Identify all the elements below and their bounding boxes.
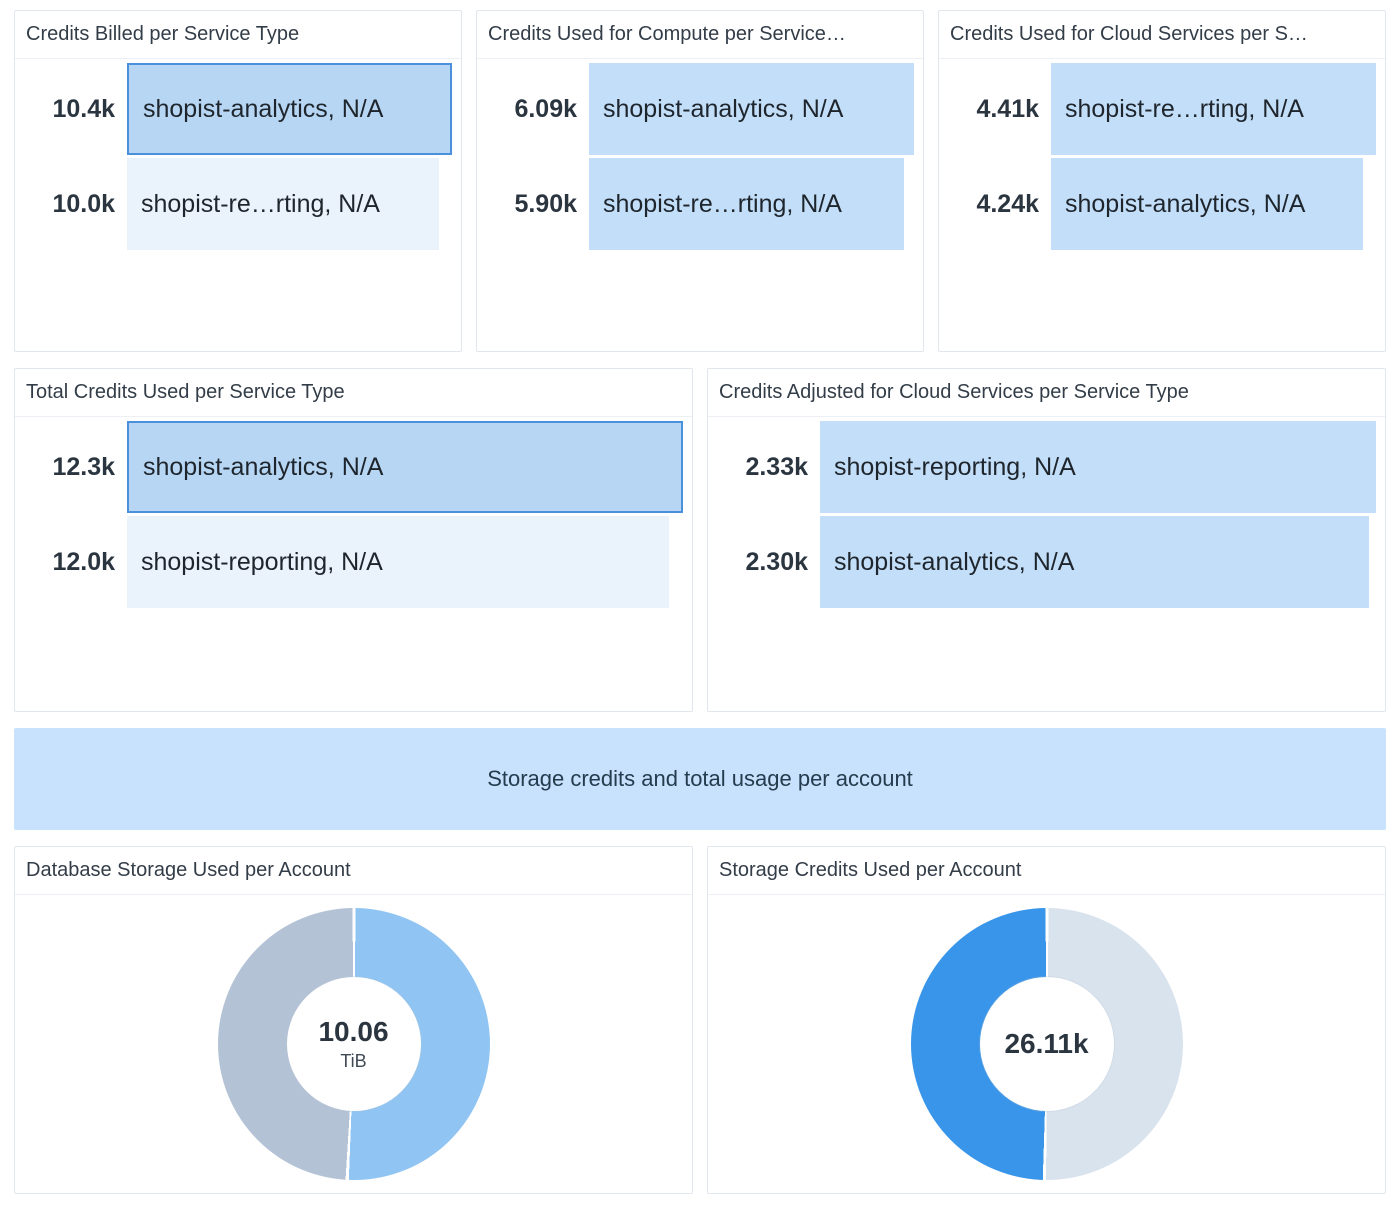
widget-title: Storage Credits Used per Account (708, 847, 1385, 895)
panel-storage-credits: Storage Credits Used per Account 26.11k (707, 846, 1386, 1194)
bar-row: 12.0k shopist-reporting, N/A (15, 516, 683, 608)
bar-value-label: 12.0k (52, 547, 115, 576)
bar[interactable]: shopist-analytics, N/A (1051, 158, 1364, 250)
bar-track: shopist-analytics, N/A (589, 63, 914, 155)
bar-category-label: shopist-reporting, N/A (834, 452, 1076, 481)
bar-row: 12.3k shopist-analytics, N/A (15, 421, 683, 513)
row-service-type-mid: Total Credits Used per Service Type 12.3… (14, 368, 1386, 712)
bar-value-label: 4.41k (976, 94, 1039, 123)
bar[interactable]: shopist-analytics, N/A (127, 421, 683, 513)
bar-category-label: shopist-re…rting, N/A (1065, 94, 1304, 123)
widget-title: Credits Adjusted for Cloud Services per … (708, 369, 1385, 417)
donut-center-value: 10.06 (318, 1016, 389, 1048)
panel-credits-adjusted: Credits Adjusted for Cloud Services per … (707, 368, 1386, 712)
bar-list: 6.09k shopist-analytics, N/A 5.90k shopi… (477, 59, 923, 351)
note-banner-text: Storage credits and total usage per acco… (487, 766, 913, 791)
bar-track: shopist-analytics, N/A (127, 421, 683, 513)
bar-category-label: shopist-analytics, N/A (834, 547, 1075, 576)
donut-chart[interactable]: 10.06 TiB (217, 908, 490, 1180)
donut-area: 10.06 TiB (15, 895, 692, 1193)
bar-row: 10.4k shopist-analytics, N/A (15, 63, 452, 155)
widget-title: Credits Used for Compute per Service… (477, 11, 923, 59)
donut-hole: 10.06 TiB (286, 977, 421, 1111)
row-service-type-top: Credits Billed per Service Type 10.4k sh… (14, 10, 1386, 352)
bar-row: 6.09k shopist-analytics, N/A (477, 63, 914, 155)
bar-value-label: 6.09k (514, 94, 577, 123)
bar-category-label: shopist-analytics, N/A (1065, 189, 1306, 218)
bar-track: shopist-reporting, N/A (820, 421, 1376, 513)
panel-credits-billed: Credits Billed per Service Type 10.4k sh… (14, 10, 462, 352)
bar-list: 10.4k shopist-analytics, N/A 10.0k shopi… (15, 59, 461, 351)
bar-category-label: shopist-re…rting, N/A (603, 189, 842, 218)
bar-list: 2.33k shopist-reporting, N/A 2.30k shopi… (708, 417, 1385, 711)
note-banner: Storage credits and total usage per acco… (14, 728, 1386, 830)
row-storage-donuts: Database Storage Used per Account 10.06 … (14, 846, 1386, 1194)
donut-area: 26.11k (708, 895, 1385, 1193)
bar-track: shopist-re…rting, N/A (1051, 63, 1376, 155)
bar-row: 4.41k shopist-re…rting, N/A (939, 63, 1376, 155)
bar-value-label: 5.90k (514, 189, 577, 218)
bar-value-label: 10.4k (52, 94, 115, 123)
bar-value-label: 10.0k (52, 189, 115, 218)
donut-hole: 26.11k (979, 977, 1114, 1111)
widget-title: Credits Used for Cloud Services per S… (939, 11, 1385, 59)
bar-track: shopist-analytics, N/A (820, 516, 1376, 608)
widget-title: Total Credits Used per Service Type (15, 369, 692, 417)
donut-chart[interactable]: 26.11k (910, 908, 1183, 1180)
bar-value-label: 4.24k (976, 189, 1039, 218)
bar[interactable]: shopist-analytics, N/A (127, 63, 452, 155)
panel-credits-compute: Credits Used for Compute per Service… 6.… (476, 10, 924, 352)
bar-category-label: shopist-re…rting, N/A (141, 189, 380, 218)
bar-category-label: shopist-analytics, N/A (603, 94, 844, 123)
bar-category-label: shopist-reporting, N/A (141, 547, 383, 576)
bar-value-label: 12.3k (52, 452, 115, 481)
bar[interactable]: shopist-re…rting, N/A (589, 158, 904, 250)
bar-list: 12.3k shopist-analytics, N/A 12.0k shopi… (15, 417, 692, 711)
bar-track: shopist-analytics, N/A (1051, 158, 1376, 250)
donut-center-unit: TiB (340, 1050, 367, 1071)
bar[interactable]: shopist-re…rting, N/A (1051, 63, 1376, 155)
bar-track: shopist-re…rting, N/A (589, 158, 914, 250)
bar[interactable]: shopist-reporting, N/A (820, 421, 1376, 513)
bar-track: shopist-analytics, N/A (127, 63, 452, 155)
bar-track: shopist-re…rting, N/A (127, 158, 452, 250)
bar-row: 4.24k shopist-analytics, N/A (939, 158, 1376, 250)
donut-center-value: 26.11k (1004, 1027, 1089, 1059)
panel-total-credits: Total Credits Used per Service Type 12.3… (14, 368, 693, 712)
bar[interactable]: shopist-re…rting, N/A (127, 158, 440, 250)
bar-category-label: shopist-analytics, N/A (143, 452, 384, 481)
bar-row: 2.30k shopist-analytics, N/A (708, 516, 1376, 608)
bar-row: 10.0k shopist-re…rting, N/A (15, 158, 452, 250)
bar[interactable]: shopist-analytics, N/A (589, 63, 914, 155)
bar-track: shopist-reporting, N/A (127, 516, 683, 608)
bar[interactable]: shopist-analytics, N/A (820, 516, 1369, 608)
bar-row: 2.33k shopist-reporting, N/A (708, 421, 1376, 513)
bar-category-label: shopist-analytics, N/A (143, 94, 384, 123)
widget-title: Database Storage Used per Account (15, 847, 692, 895)
panel-credits-cloud-services: Credits Used for Cloud Services per S… 4… (938, 10, 1386, 352)
bar-list: 4.41k shopist-re…rting, N/A 4.24k shopis… (939, 59, 1385, 351)
bar-row: 5.90k shopist-re…rting, N/A (477, 158, 914, 250)
bar-value-label: 2.33k (745, 452, 808, 481)
panel-database-storage: Database Storage Used per Account 10.06 … (14, 846, 693, 1194)
bar[interactable]: shopist-reporting, N/A (127, 516, 670, 608)
widget-title: Credits Billed per Service Type (15, 11, 461, 59)
bar-value-label: 2.30k (745, 547, 808, 576)
